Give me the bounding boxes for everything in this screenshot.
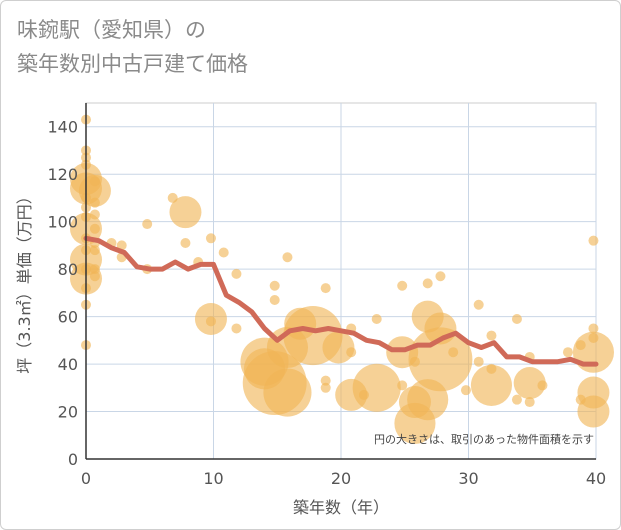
- transaction-bubble: [89, 197, 100, 208]
- transaction-bubble: [284, 307, 317, 340]
- y-tick-label: 60: [58, 308, 78, 327]
- transaction-bubble: [231, 268, 242, 279]
- transaction-bubble: [218, 247, 229, 258]
- x-tick-label: 20: [331, 469, 351, 488]
- transaction-bubble: [470, 364, 513, 406]
- transaction-bubble: [537, 380, 548, 391]
- transaction-bubble: [180, 238, 191, 249]
- x-axis-title: 築年数（年）: [293, 498, 389, 517]
- transaction-bubble: [167, 192, 178, 203]
- transaction-bubble: [473, 356, 484, 367]
- transaction-bubble: [169, 196, 202, 229]
- transaction-bubble: [205, 233, 216, 244]
- x-tick-labels: 0 10 20 30 40: [81, 469, 606, 488]
- transaction-bubble: [511, 313, 522, 324]
- y-tick-label: 120: [47, 165, 78, 184]
- transaction-bubble: [511, 394, 522, 405]
- transaction-bubble: [320, 283, 331, 294]
- y-tick-labels: 0 20 40 60 80 100 120 140: [47, 118, 78, 469]
- x-tick-label: 40: [586, 469, 606, 488]
- transaction-bubble: [588, 235, 599, 246]
- transaction-bubble: [575, 394, 586, 405]
- transaction-bubble: [562, 347, 573, 358]
- transaction-bubble: [89, 209, 100, 220]
- x-tick-label: 10: [203, 469, 223, 488]
- transaction-bubble: [142, 219, 153, 230]
- transaction-bubble: [397, 280, 408, 291]
- transaction-bubble: [89, 176, 100, 187]
- transaction-bubble: [460, 385, 471, 396]
- transaction-bubble: [346, 347, 357, 358]
- chart-title-line-2: 築年数別中古戸建て価格: [17, 52, 248, 76]
- y-tick-label: 40: [58, 355, 78, 374]
- y-tick-label: 140: [47, 118, 78, 137]
- transaction-bubble: [397, 380, 408, 391]
- transaction-bubble: [116, 240, 127, 251]
- transaction-bubble: [89, 264, 100, 275]
- y-tick-label: 100: [47, 213, 78, 232]
- transaction-bubble: [358, 389, 369, 400]
- transaction-bubble: [320, 375, 331, 386]
- transaction-bubble: [398, 386, 431, 419]
- transaction-bubble: [269, 294, 280, 305]
- transaction-bubble: [89, 223, 100, 234]
- transaction-bubble: [486, 363, 497, 374]
- transaction-bubble: [320, 382, 331, 393]
- transaction-bubble: [588, 332, 599, 343]
- transaction-bubble: [577, 395, 610, 428]
- transaction-bubble: [486, 330, 497, 341]
- transaction-bubble: [335, 378, 368, 411]
- y-tick-label: 20: [58, 403, 78, 422]
- transaction-bubble: [409, 356, 420, 367]
- transaction-bubble: [575, 340, 586, 351]
- chart-title: 味鋺駅（愛知県）の 築年数別中古戸建て価格: [17, 13, 248, 81]
- transaction-bubble: [89, 245, 100, 256]
- transaction-bubble: [371, 313, 382, 324]
- x-tick-label: 30: [458, 469, 478, 488]
- average-price-line: [83, 235, 599, 367]
- transaction-bubble: [513, 367, 546, 400]
- y-tick-label: 0: [68, 450, 78, 469]
- transaction-bubble: [205, 316, 216, 327]
- y-tick-label: 80: [58, 260, 78, 279]
- transaction-bubble: [269, 280, 280, 291]
- transaction-bubble: [422, 278, 433, 289]
- transaction-bubble: [448, 347, 459, 358]
- transaction-bubble: [322, 331, 355, 364]
- y-axis-title: 坪（3.3㎡）単価（万円）: [15, 188, 34, 373]
- x-tick-label: 0: [81, 469, 91, 488]
- chart-title-line-1: 味鋺駅（愛知県）の: [17, 18, 206, 42]
- transaction-bubble: [435, 271, 446, 282]
- transaction-bubble: [89, 271, 100, 282]
- transaction-bubble: [231, 323, 242, 334]
- bubble-size-note: 円の大きさは、取引のあった物件面積を示す: [374, 432, 594, 446]
- transaction-bubble: [473, 299, 484, 310]
- transaction-bubble: [282, 252, 293, 263]
- transaction-bubble: [588, 323, 599, 334]
- transaction-bubble: [524, 397, 535, 408]
